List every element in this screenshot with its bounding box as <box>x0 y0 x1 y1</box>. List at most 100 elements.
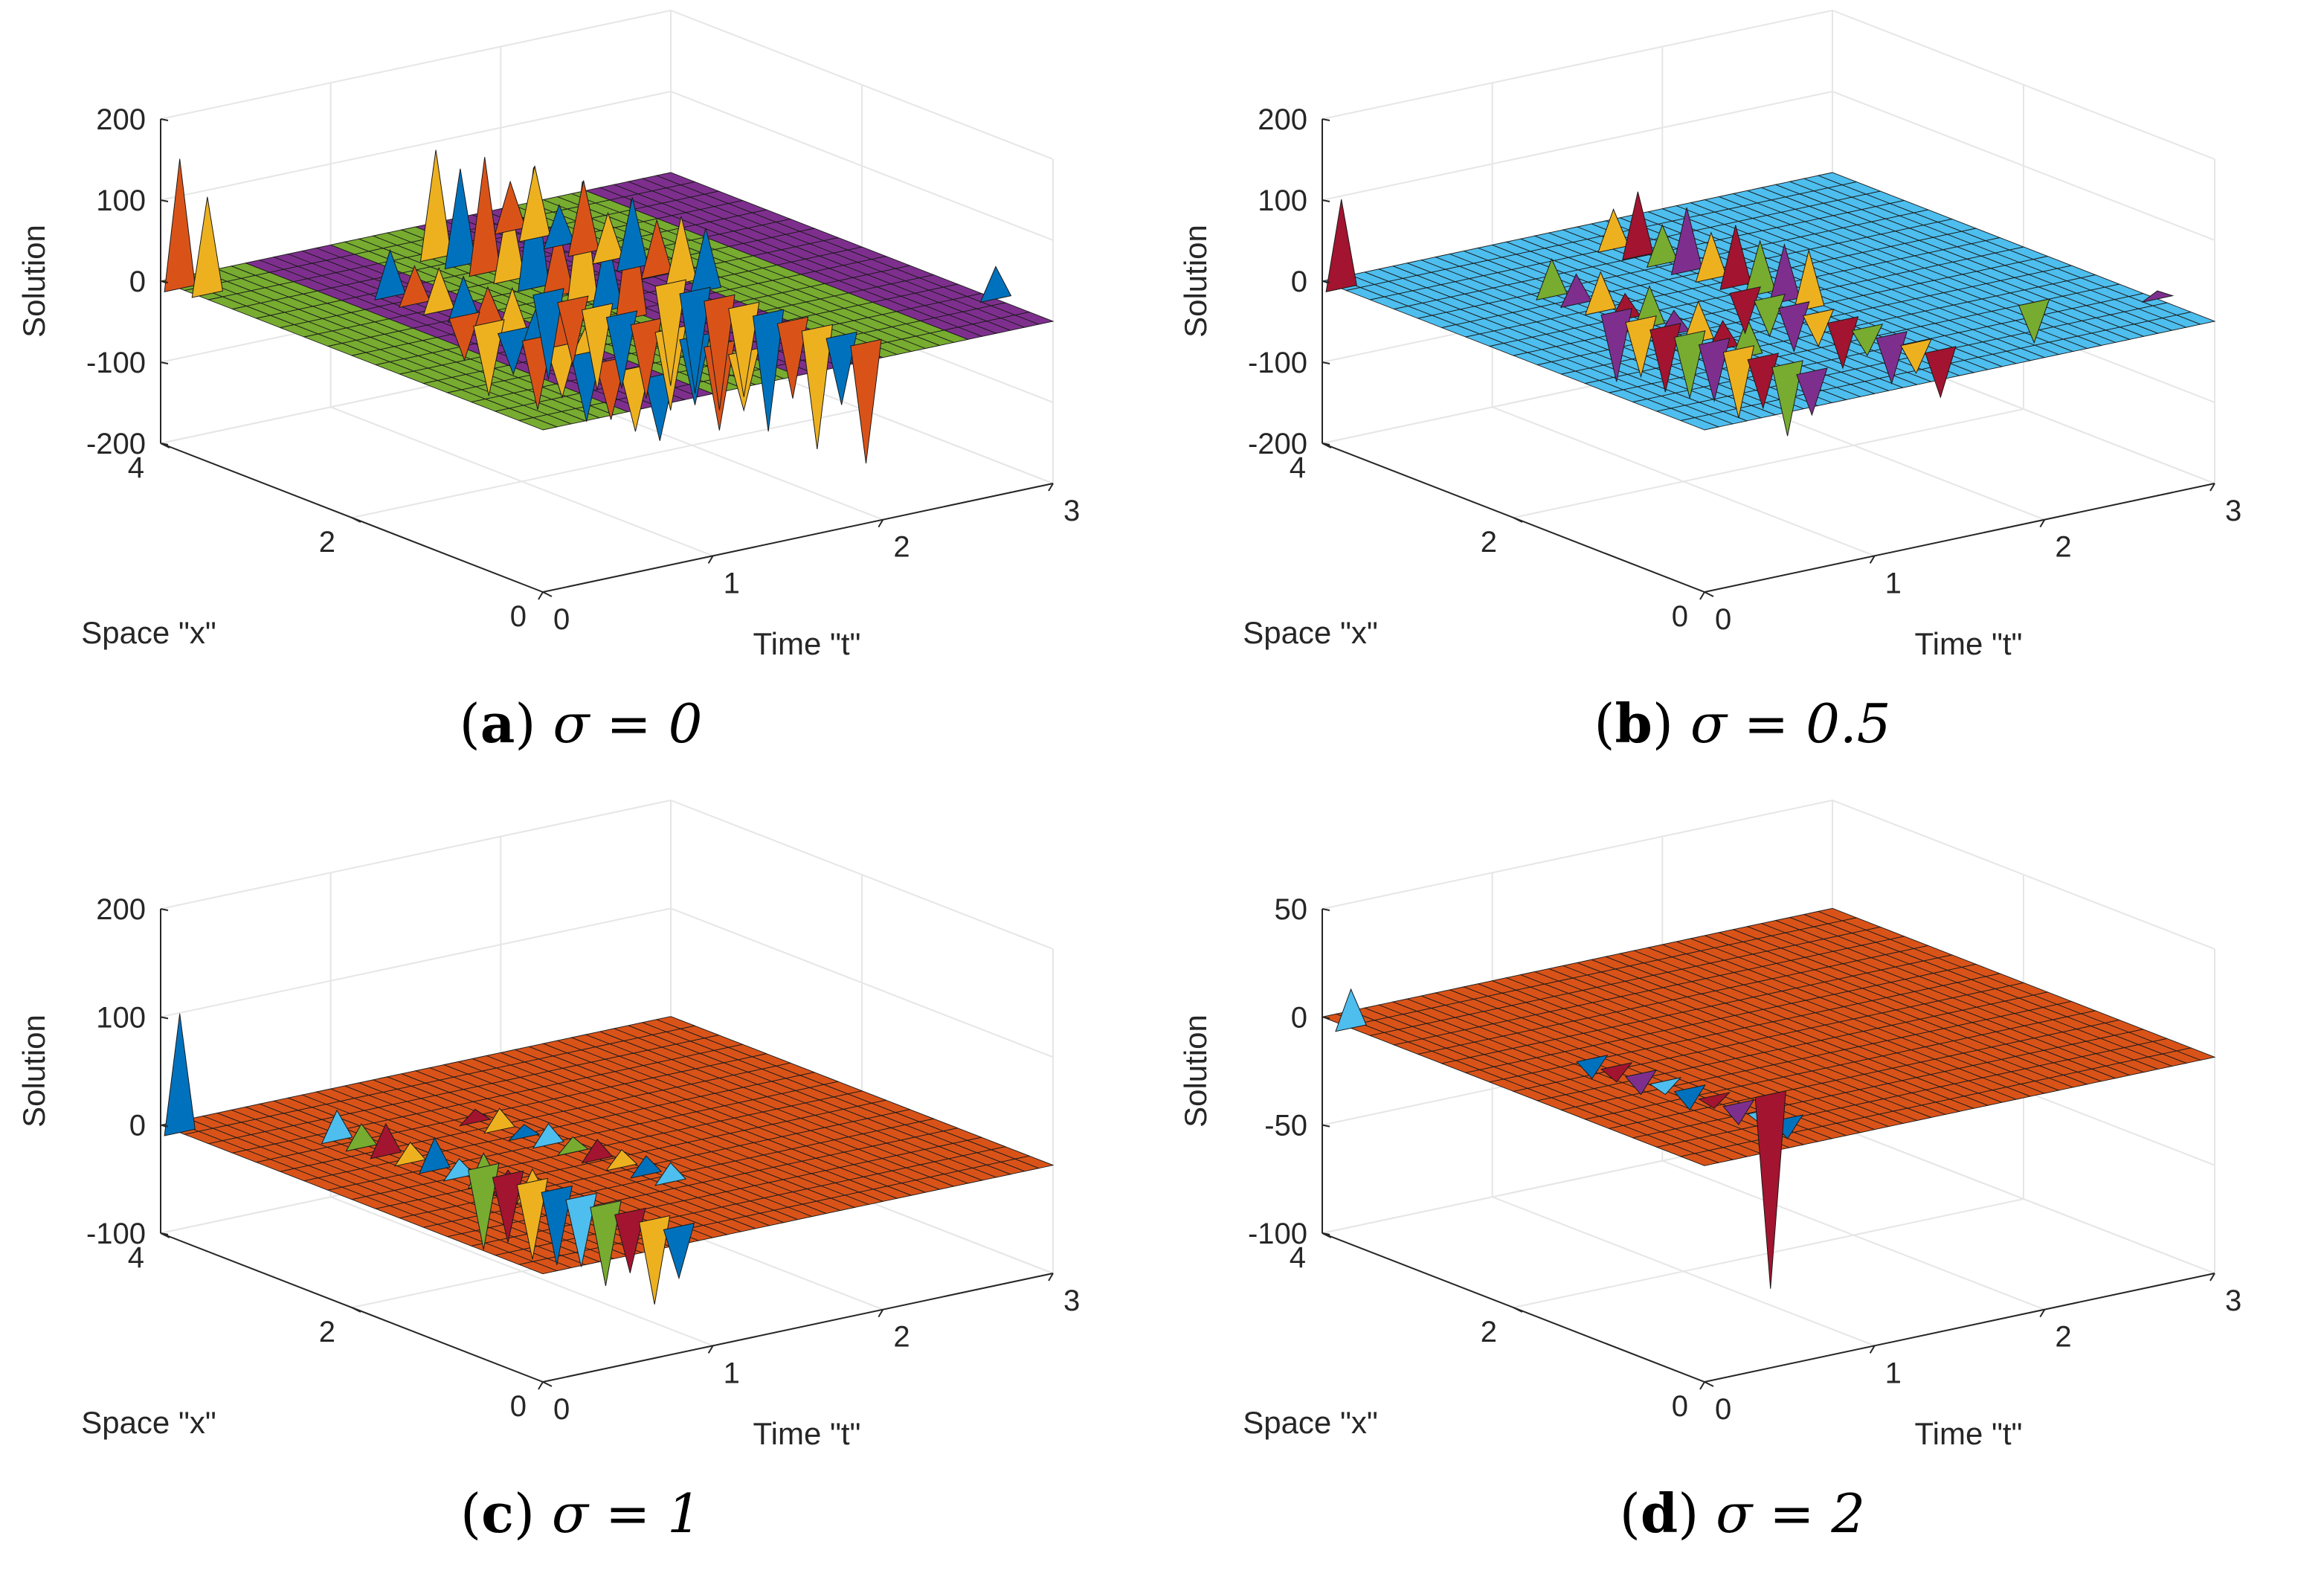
spike <box>850 338 882 464</box>
spike <box>1698 1092 1731 1109</box>
surface-mesh <box>1321 907 2216 1166</box>
z-tick-label: 0 <box>129 1110 146 1142</box>
subplot-caption: (b) σ = 0.5 <box>1162 692 2323 755</box>
t-tick-label: 3 <box>2225 495 2241 527</box>
t-tick-label: 0 <box>1715 603 1731 636</box>
spike <box>617 197 648 272</box>
z-tick-label: 200 <box>96 893 146 926</box>
x-tick-label: 2 <box>319 1316 335 1348</box>
spike <box>532 1122 564 1149</box>
surface-plot: -200 -100 0 100 200 0 2 4 0 1 2 3 Solution Space "x" T… <box>16 9 1080 661</box>
spike <box>801 324 833 450</box>
z-tick-label: -100 <box>1248 1218 1307 1250</box>
spike <box>614 1207 646 1273</box>
x-tick-label: 4 <box>128 451 144 484</box>
spike <box>1719 225 1751 291</box>
surface-spikes <box>164 149 1012 464</box>
spike <box>399 265 431 309</box>
x-axis-label: Space "x" <box>1243 615 1378 650</box>
spike <box>422 266 455 316</box>
surface-plot: -100 -50 0 50 0 2 4 0 1 2 3 Solution Space "x" Time "… <box>1178 799 2241 1451</box>
surface-spikes <box>1325 191 2175 437</box>
spike <box>825 331 857 405</box>
spike <box>164 1013 196 1136</box>
x-tick-label: 0 <box>1672 1390 1688 1423</box>
spike <box>458 1108 492 1127</box>
spike <box>630 318 663 399</box>
t-tick-label: 0 <box>553 603 570 636</box>
spike <box>1796 367 1828 417</box>
spike <box>1793 248 1825 313</box>
x-tick-label: 2 <box>319 526 335 559</box>
spike <box>419 149 452 263</box>
z-axis-label: Solution <box>16 225 51 338</box>
spike <box>1722 1099 1755 1125</box>
spike <box>1646 224 1678 268</box>
axes: -200 -100 0 100 200 0 2 4 0 1 2 3 <box>1248 103 2241 636</box>
spike <box>1802 309 1835 347</box>
z-tick-label: 200 <box>1258 103 1307 136</box>
spike <box>1925 346 1957 399</box>
z-tick-label: 0 <box>129 266 146 298</box>
z-tick-label: -200 <box>86 428 146 460</box>
t-tick-label: 2 <box>893 531 910 564</box>
spike <box>752 309 785 432</box>
z-tick-label: -50 <box>1264 1110 1307 1142</box>
spike <box>473 319 505 396</box>
panel-equation: σ = 0 <box>553 692 703 755</box>
spike <box>444 168 477 270</box>
spike <box>532 288 564 380</box>
z-tick-label: 0 <box>1291 1001 1307 1034</box>
x-tick-label: 4 <box>1290 451 1306 484</box>
spike <box>1624 1070 1658 1096</box>
t-tick-label: 1 <box>1885 1357 1902 1389</box>
spike <box>543 204 576 250</box>
spike <box>2142 290 2175 303</box>
panel-label: (b) <box>1594 692 1690 755</box>
z-tick-label: 200 <box>96 103 146 136</box>
spike <box>1698 338 1731 402</box>
spike <box>1584 271 1617 316</box>
surface-plot: -200 -100 0 100 200 0 2 4 0 1 2 3 Solution Space "x" T… <box>1178 9 2241 661</box>
spike <box>493 196 525 285</box>
z-axis-label: Solution <box>1178 225 1213 338</box>
spike <box>546 341 579 399</box>
t-tick-label: 0 <box>1715 1393 1731 1426</box>
spike <box>1900 338 1932 374</box>
spike <box>979 266 1012 303</box>
spike <box>1771 360 1803 437</box>
x-tick-label: 4 <box>128 1241 144 1274</box>
spike <box>442 1158 475 1182</box>
spike <box>581 1139 614 1164</box>
panel-equation: σ = 2 <box>1716 1482 1866 1545</box>
surface-plot: -100 0 100 200 0 2 4 0 1 2 3 Solution Space "x" Time … <box>16 799 1080 1451</box>
spike <box>630 1155 663 1179</box>
spike <box>1625 315 1657 379</box>
spike <box>638 1215 671 1305</box>
axes: -200 -100 0 100 200 0 2 4 0 1 2 3 <box>86 103 1080 636</box>
x-tick-label: 4 <box>1290 1241 1306 1274</box>
surface-spikes <box>164 1013 695 1305</box>
t-tick-label: 1 <box>1885 567 1902 599</box>
spike <box>370 1122 402 1160</box>
spike <box>679 286 711 394</box>
spike <box>1729 286 1761 335</box>
z-tick-label: -100 <box>86 1218 146 1250</box>
subplot-b: -200 -100 0 100 200 0 2 4 0 1 2 3 Solution Space "x" T… <box>1162 0 2323 789</box>
panel-equation: σ = 1 <box>551 1482 701 1545</box>
spike <box>1600 1062 1633 1083</box>
spike <box>1597 208 1629 253</box>
spike <box>1754 293 1786 338</box>
subplot-d: -100 -50 0 50 0 2 4 0 1 2 3 Solution Space "x" Time "… <box>1162 790 2323 1579</box>
spike <box>654 279 686 386</box>
spike <box>556 1136 589 1157</box>
t-axis-label: Time "t" <box>1915 1416 2023 1451</box>
subplot-c: -100 0 100 200 0 2 4 0 1 2 3 Solution Space "x" Time … <box>0 790 1162 1579</box>
t-axis-label: Time "t" <box>753 626 861 661</box>
spike <box>468 1162 500 1250</box>
t-tick-label: 1 <box>724 567 740 599</box>
spike <box>1576 1055 1609 1079</box>
z-tick-label: 0 <box>1291 266 1307 298</box>
spike <box>1600 308 1632 382</box>
